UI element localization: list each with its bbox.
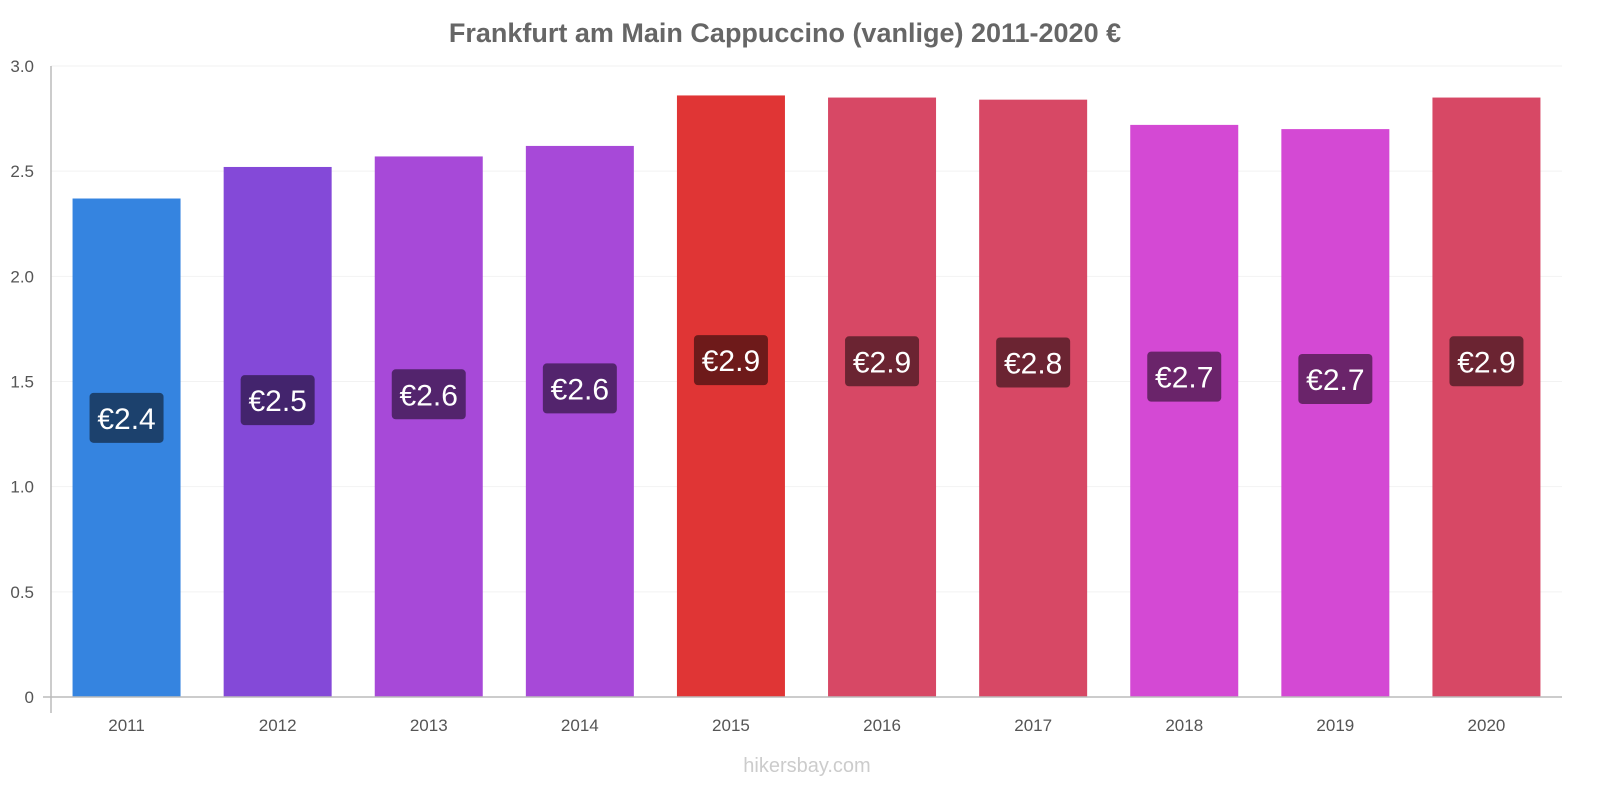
x-tick-label: 2017 — [1014, 716, 1052, 735]
bar-group-2011: €2.4 2011 — [72, 198, 181, 735]
data-label: €2.4 — [97, 403, 155, 436]
data-label-box — [1147, 351, 1222, 402]
bar-group-2018: €2.7 2018 — [1130, 124, 1239, 735]
data-label-box — [542, 363, 617, 414]
y-tick-label: 0.5 — [10, 583, 34, 602]
x-tick-label: 2013 — [410, 716, 448, 735]
bar-group-2019: €2.7 2019 — [1281, 129, 1390, 735]
x-tick-label: 2020 — [1468, 716, 1506, 735]
bar — [1432, 97, 1541, 698]
data-label: €2.9 — [853, 346, 911, 379]
bar — [72, 198, 181, 697]
bar-group-2013: €2.6 2013 — [374, 156, 483, 735]
y-tick-label: 1.0 — [10, 478, 34, 497]
bar-group-2016: €2.9 2016 — [828, 97, 937, 735]
y-tick-label: 3.0 — [10, 57, 34, 76]
data-label-box — [845, 336, 920, 387]
data-label-box — [996, 337, 1071, 388]
data-label-box — [1298, 353, 1373, 404]
bar-group-2017: €2.8 2017 — [979, 99, 1088, 735]
x-tick-label: 2018 — [1165, 716, 1203, 735]
bar — [828, 97, 937, 698]
bar — [525, 145, 634, 698]
bar — [979, 99, 1088, 698]
y-tick-label: 1.5 — [10, 373, 34, 392]
x-tick-label: 2016 — [863, 716, 901, 735]
x-tick-label: 2014 — [561, 716, 599, 735]
watermark: hikersbay.com — [743, 755, 870, 777]
bar — [1130, 124, 1239, 698]
data-label-box — [391, 369, 466, 420]
y-tick-label: 2.5 — [10, 162, 34, 181]
data-label: €2.6 — [400, 379, 458, 412]
data-label: €2.5 — [248, 385, 306, 418]
data-label-box — [240, 375, 315, 426]
y-tick-label: 2.0 — [10, 267, 34, 286]
data-label-box — [89, 392, 164, 443]
data-label: €2.6 — [551, 373, 609, 406]
data-label: €2.7 — [1306, 364, 1364, 397]
data-label-box — [693, 335, 768, 386]
data-label: €2.9 — [702, 345, 760, 378]
bar-group-2014: €2.6 2014 — [525, 145, 634, 735]
data-label: €2.7 — [1155, 362, 1213, 395]
y-tick-label: 0 — [25, 688, 34, 707]
data-label: €2.9 — [1457, 346, 1515, 379]
x-tick-label: 2012 — [259, 716, 297, 735]
bar-group-2020: €2.9 2020 — [1432, 97, 1541, 735]
x-tick-label: 2015 — [712, 716, 750, 735]
bar — [374, 156, 483, 697]
bar — [1281, 129, 1390, 698]
x-tick-label: 2019 — [1316, 716, 1354, 735]
chart-title: Frankfurt am Main Cappuccino (vanlige) 2… — [449, 18, 1121, 48]
bar-group-2015: €2.9 2015 — [676, 95, 785, 735]
bar-group-2012: €2.5 2012 — [223, 166, 332, 735]
data-label-box — [1449, 336, 1524, 387]
bar — [223, 166, 332, 697]
bar — [676, 95, 785, 698]
x-tick-label: 2011 — [108, 716, 145, 735]
data-label: €2.8 — [1004, 347, 1062, 380]
